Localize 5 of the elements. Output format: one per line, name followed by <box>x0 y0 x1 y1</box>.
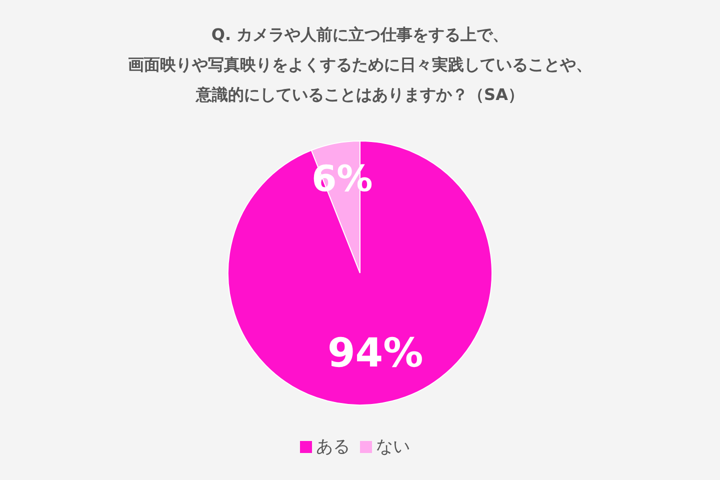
legend-label: ない <box>376 437 410 457</box>
pie-slice <box>228 140 492 406</box>
data-label: 94% <box>327 330 424 376</box>
legend-label: ある <box>316 437 350 457</box>
chart-title: Q. カメラや人前に立つ仕事をする上で、画面映りや写真映りをよくするために日々実践していることや、意識的にしていることはありますか？（SA） <box>127 24 593 106</box>
